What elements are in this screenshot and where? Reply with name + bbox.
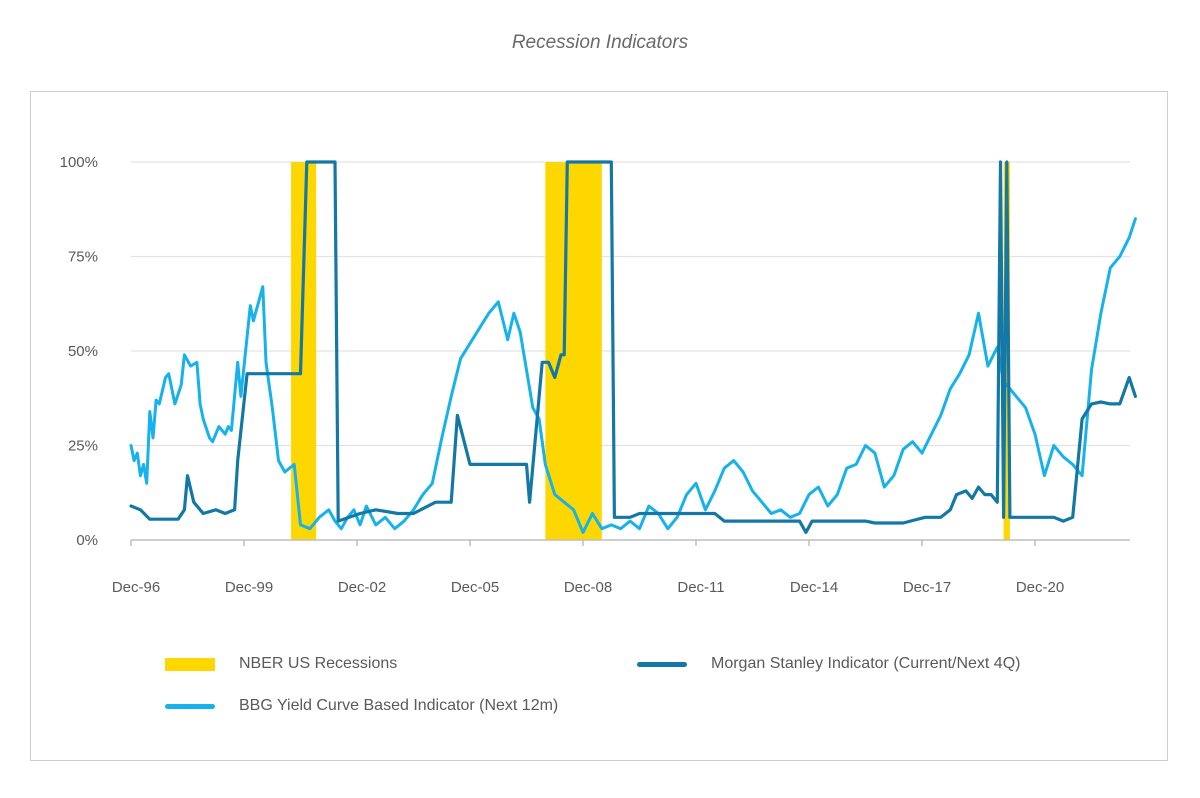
axes: 0% 25% 50% 75% 100% Dec-96 Dec-99 Dec-02 Dec-05 D… [60,154,1130,596]
legend-item-bbg: BBG Yield Curve Based Indicator (Next 12… [165,697,558,715]
x-tick-label: Dec-20 [1016,579,1064,596]
legend-item-recessions: NBER US Recessions [165,655,397,673]
legend-swatch-bbg [165,703,215,709]
legend-item-morgan-stanley: Morgan Stanley Indicator (Current/Next 4… [637,655,1020,673]
chart-plot: 0% 25% 50% 75% 100% Dec-96 Dec-99 Dec-02 Dec-05 D… [60,154,1137,596]
recession-band [545,162,602,540]
series-lines [129,160,1137,534]
x-tick-label: Dec-02 [338,579,386,596]
x-tick-label: Dec-14 [790,579,838,596]
morgan-stanley-line [129,160,1137,534]
grid-lines [131,161,1130,447]
y-tick-label: 75% [68,249,98,266]
chart-title: Recession Indicators [511,32,689,53]
legend-label-morgan-stanley: Morgan Stanley Indicator (Current/Next 4… [711,655,1021,672]
legend-label-bbg: BBG Yield Curve Based Indicator (Next 12… [239,697,559,714]
x-tick-label: Dec-08 [564,579,612,596]
legend-swatch-recessions [165,657,215,671]
bbg-line [129,217,1137,534]
x-tick-label: Dec-99 [225,579,273,596]
x-tick-label: Dec-11 [677,579,724,596]
y-tick-label: 50% [68,343,98,360]
chart-frame [30,91,1168,761]
recession-bands [291,162,1010,540]
x-tick-label: Dec-05 [451,579,499,596]
x-tick-label: Dec-17 [903,579,951,596]
y-tick-label: 25% [68,438,98,455]
y-tick-label: 100% [60,154,98,171]
legend-label-recessions: NBER US Recessions [239,655,398,672]
recession-band [1003,162,1010,540]
x-tick-label: Dec-96 [112,579,160,596]
legend-swatch-morgan-stanley [637,661,687,667]
y-tick-label: 0% [76,532,98,549]
